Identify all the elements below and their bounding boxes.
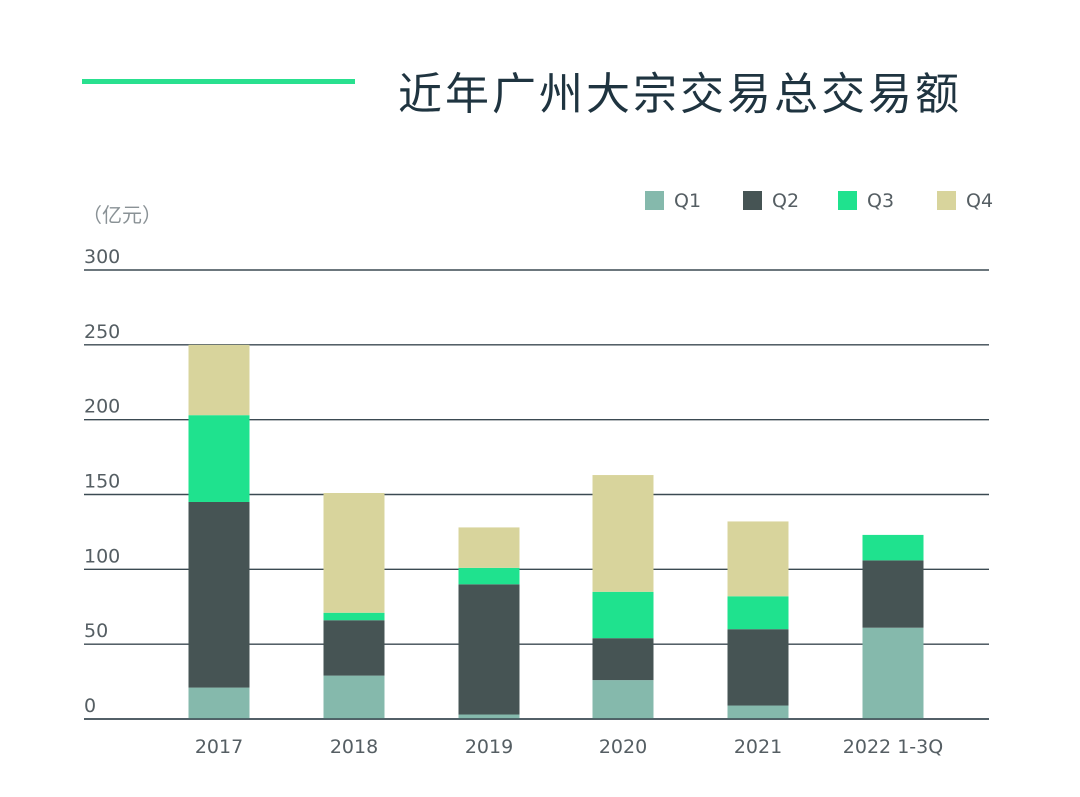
legend-swatch-Q4	[937, 191, 956, 210]
bar-2019-Q2	[458, 584, 520, 715]
bar-2022-1-3Q-Q1	[862, 627, 924, 719]
x-tick-label-2018: 2018	[330, 736, 378, 758]
bar-2020-Q1	[592, 680, 654, 719]
legend-label-Q2: Q2	[772, 190, 799, 212]
y-tick-label-150: 150	[84, 471, 120, 493]
bar-2019-Q3	[458, 567, 520, 585]
bar-2018-Q2	[323, 620, 385, 676]
bar-2018-Q1	[323, 675, 385, 719]
x-tick-label-2019: 2019	[465, 736, 513, 758]
bar-2017-Q2	[188, 501, 250, 688]
x-tick-label-2022-1-3Q: 2022 1-3Q	[843, 736, 943, 758]
bar-2018-Q4	[323, 493, 385, 613]
y-tick-label-200: 200	[84, 396, 120, 418]
legend-label-Q1: Q1	[674, 190, 701, 212]
y-tick-label-0: 0	[84, 695, 96, 717]
legend-label-Q3: Q3	[867, 190, 894, 212]
y-tick-label-100: 100	[84, 545, 120, 567]
y-tick-label-300: 300	[84, 246, 120, 268]
bar-2021-Q2	[727, 629, 789, 706]
bar-2021-Q3	[727, 596, 789, 630]
bar-2020-Q3	[592, 591, 654, 639]
chart-title: 近年广州大宗交易总交易额	[398, 69, 962, 120]
bar-2022-1-3Q-Q2	[862, 560, 924, 628]
bar-2019-Q4	[458, 527, 520, 568]
y-axis-unit-label: （亿元）	[82, 203, 162, 227]
bar-2017-Q4	[188, 344, 250, 416]
x-tick-label-2020: 2020	[599, 736, 647, 758]
x-tick-label-2017: 2017	[195, 736, 243, 758]
bar-2018-Q3	[323, 612, 385, 621]
legend-swatch-Q3	[838, 191, 857, 210]
legend-label-Q4: Q4	[966, 190, 993, 212]
bar-2020-Q4	[592, 475, 654, 592]
bar-2019-Q1	[458, 714, 520, 719]
bar-2021-Q1	[727, 705, 789, 719]
legend-swatch-Q1	[645, 191, 664, 210]
bar-2022-1-3Q-Q3	[862, 534, 924, 561]
y-tick-label-50: 50	[84, 620, 108, 642]
title-accent-line	[82, 79, 355, 84]
bar-2017-Q1	[188, 687, 250, 719]
x-tick-label-2021: 2021	[734, 736, 782, 758]
bar-2017-Q3	[188, 415, 250, 502]
y-tick-label-250: 250	[84, 321, 120, 343]
bar-2021-Q4	[727, 521, 789, 597]
legend-swatch-Q2	[743, 191, 762, 210]
bar-2020-Q2	[592, 638, 654, 681]
